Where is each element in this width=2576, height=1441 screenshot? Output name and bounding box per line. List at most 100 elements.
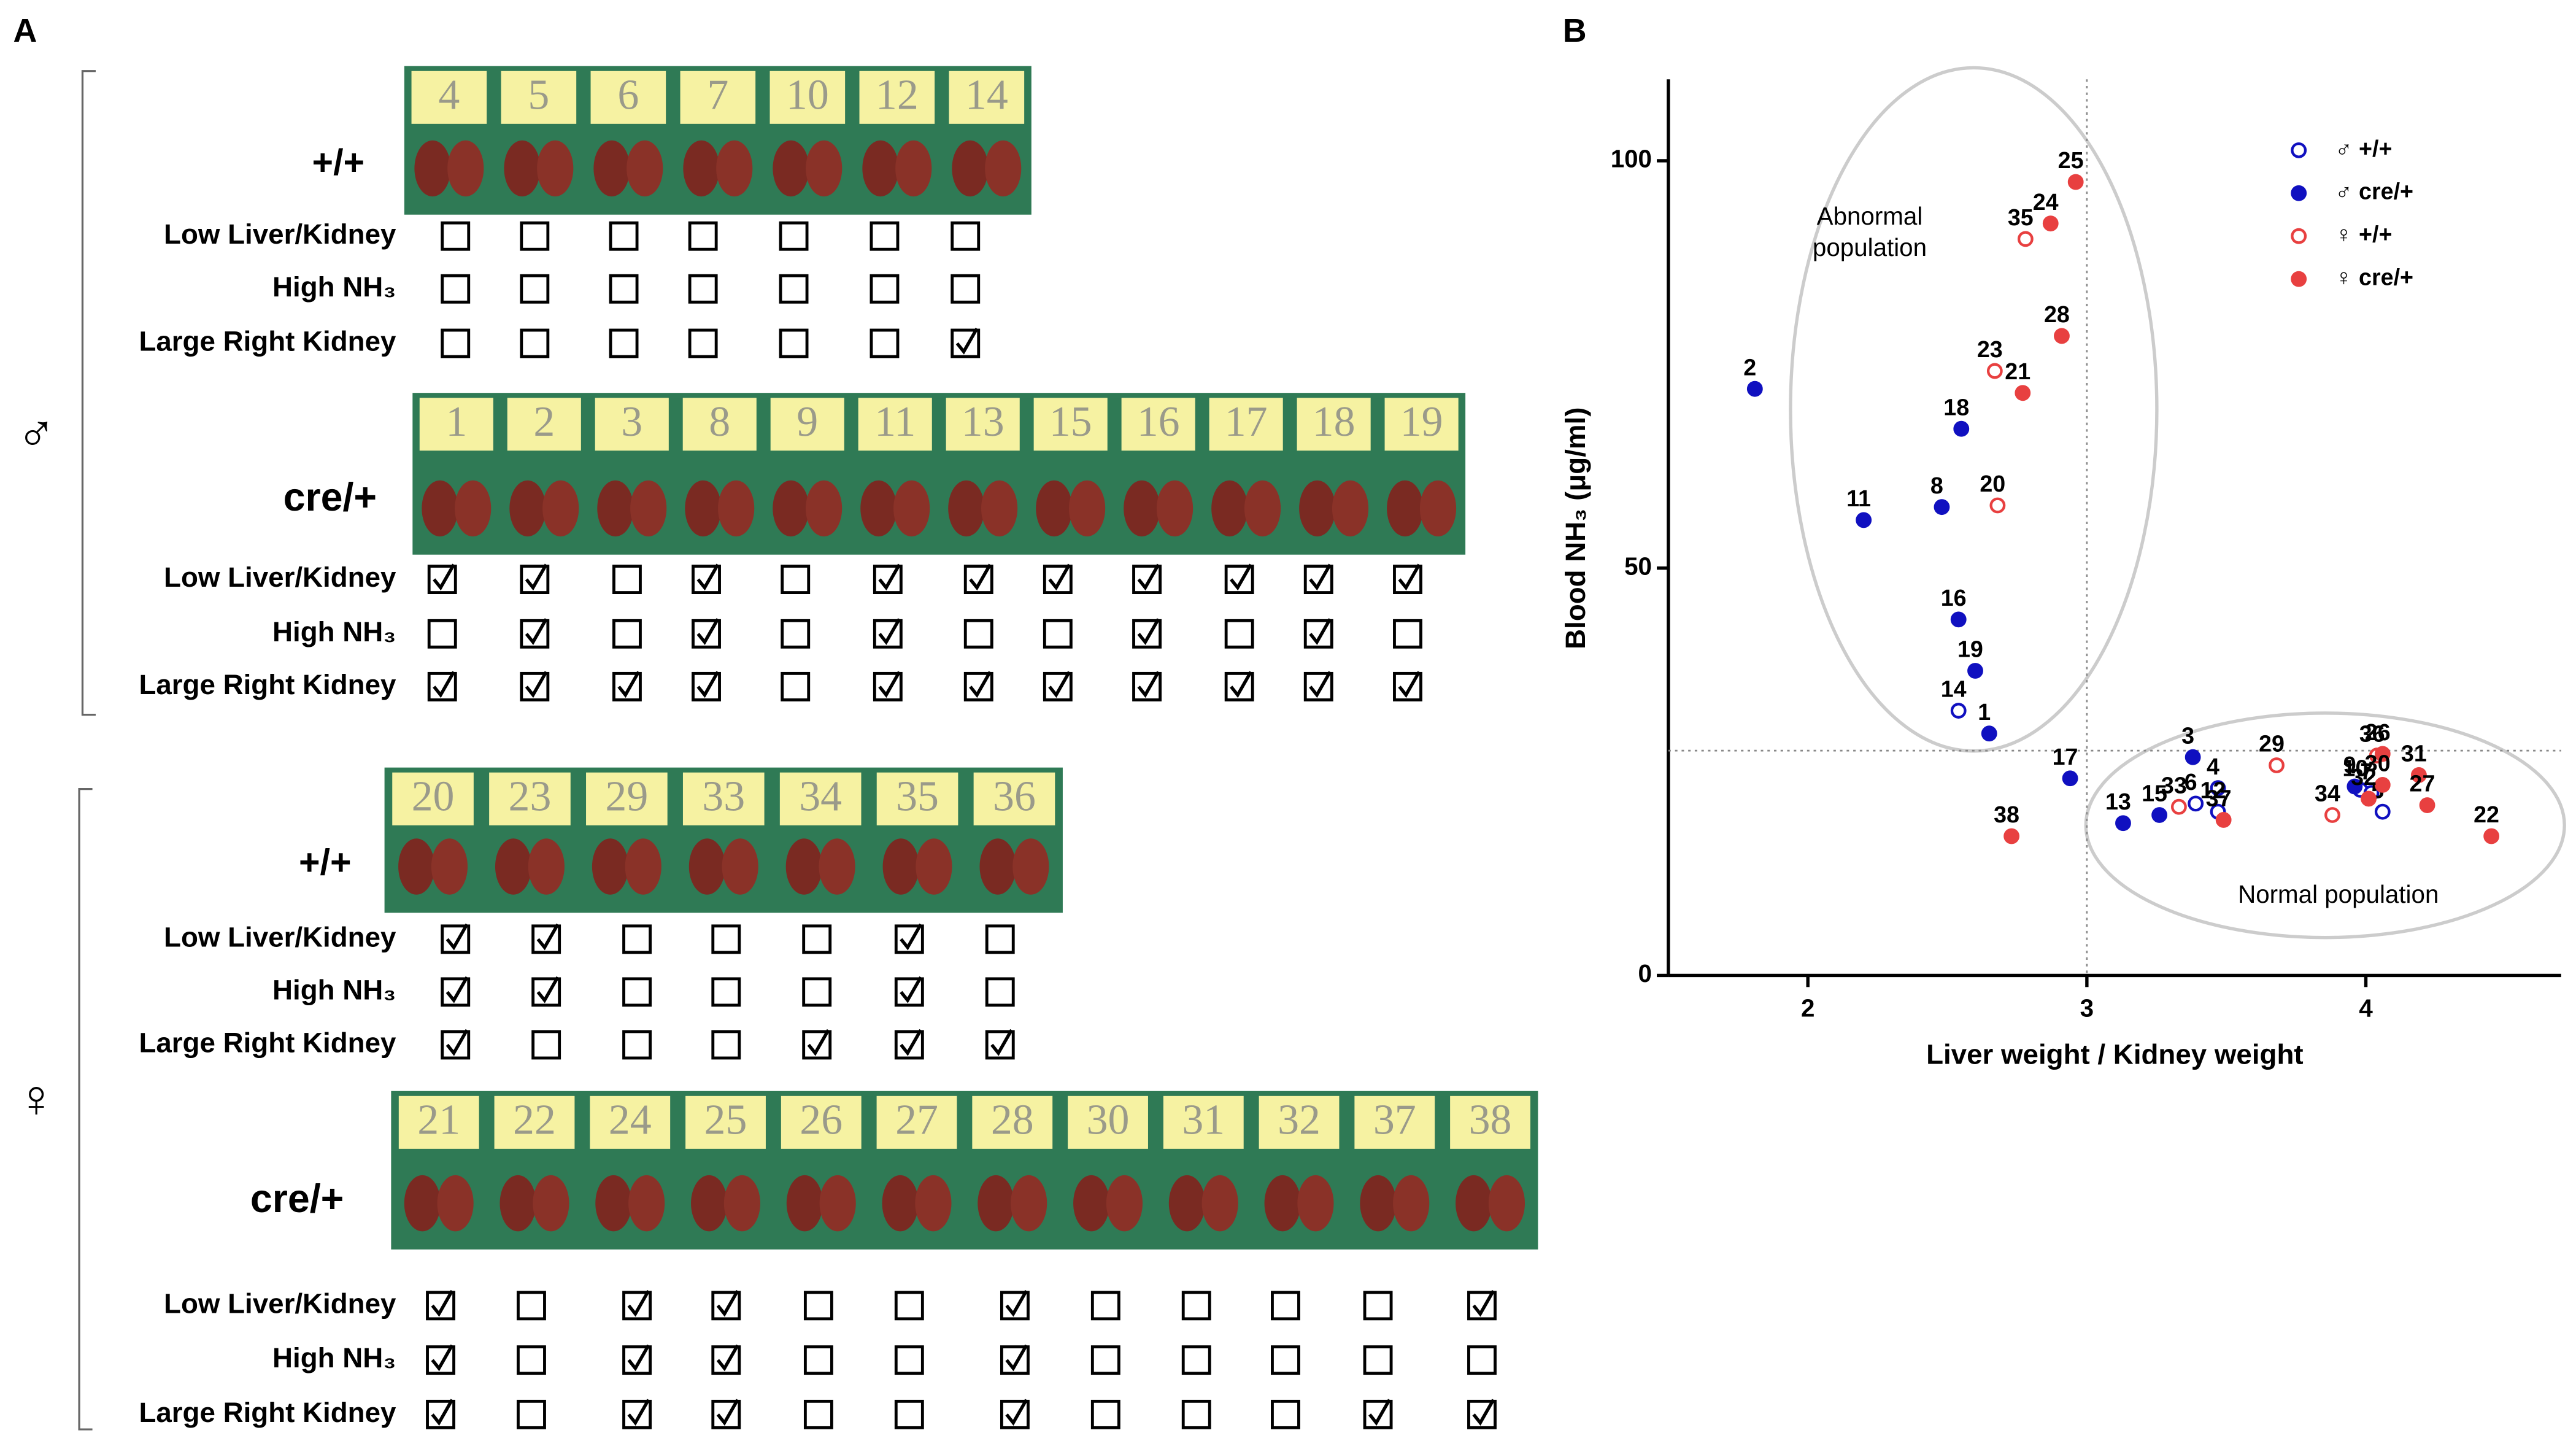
check-mark [1048, 671, 1071, 698]
checkbox-box [951, 274, 981, 304]
mouse-id: 30 [1087, 1097, 1130, 1144]
checkbox-box [609, 221, 639, 251]
checkbox-box [622, 977, 652, 1007]
kidney [819, 1175, 856, 1232]
point-label: 33 [2161, 772, 2187, 798]
checkbox [427, 563, 457, 594]
point-label: 1 [1978, 699, 1991, 725]
mouse-id: 24 [609, 1097, 652, 1144]
checkbox [1363, 1345, 1393, 1375]
point-label: 36 [2359, 721, 2385, 747]
ellipse [2084, 711, 2566, 940]
id-tag [973, 772, 1055, 825]
mouse-id: 16 [1137, 398, 1180, 446]
checkbox [1303, 618, 1333, 649]
kidney [1244, 480, 1281, 537]
legend-marker [2291, 142, 2307, 158]
checkbox [426, 1399, 455, 1429]
checkbox [781, 671, 811, 701]
point [2015, 385, 2031, 401]
check-mark [536, 923, 560, 951]
checkbox-box [802, 1030, 832, 1060]
id-tag [1068, 1095, 1148, 1149]
checkbox-box [781, 619, 811, 649]
check-mark [696, 563, 720, 591]
id-tag [1209, 398, 1283, 451]
kidney [915, 1175, 952, 1232]
point-label: 9 [2343, 752, 2356, 778]
kidney [1299, 480, 1336, 537]
check-mark [878, 563, 901, 591]
id-tag [876, 772, 958, 825]
checkbox [779, 274, 809, 304]
kidney [806, 140, 843, 197]
point [1746, 381, 1763, 397]
legend-label: ♂ +/+ [2335, 136, 2392, 161]
checkbox [1181, 1345, 1211, 1375]
checkbox-box [622, 1399, 652, 1429]
checkbox-box [894, 1345, 924, 1375]
kidney [499, 1175, 536, 1232]
checkbox [520, 328, 550, 358]
kidney [1036, 480, 1073, 537]
checkbox-box [803, 1345, 833, 1375]
x-tick-label: 2 [1801, 994, 1814, 1022]
checkbox-box [870, 274, 900, 304]
checkbox-box [441, 1030, 471, 1060]
legend-label: ♀ cre/+ [2335, 265, 2413, 290]
mouse-id: 9 [796, 398, 818, 446]
checkbox-box [531, 1030, 561, 1060]
checkbox-box [520, 619, 550, 649]
kidney [806, 480, 843, 537]
checkbox-box [894, 977, 924, 1007]
checkbox [1132, 671, 1162, 701]
point-label: 18 [1943, 394, 1969, 420]
row-label: High NH₃ [272, 271, 396, 303]
check-mark [536, 976, 560, 1003]
checkbox-box [1224, 565, 1254, 594]
checkbox-box [517, 1345, 546, 1375]
checkbox [426, 1289, 455, 1321]
point [2210, 780, 2226, 797]
check-mark [525, 618, 548, 646]
id-tag [685, 1095, 766, 1149]
id-tag [876, 1095, 957, 1149]
checkbox-box [622, 1291, 652, 1321]
checkbox [1090, 1345, 1120, 1375]
kidney [509, 480, 546, 537]
point [2003, 828, 2020, 844]
id-tag [501, 71, 577, 124]
checkbox-box [1271, 1291, 1300, 1321]
checkbox [520, 618, 550, 649]
checkbox-box [612, 565, 642, 594]
checkbox-box [781, 671, 811, 701]
checkbox [622, 1344, 652, 1375]
id-tag [1259, 1095, 1340, 1149]
checkbox-box [612, 619, 642, 649]
checkbox [622, 1399, 652, 1429]
checkbox [688, 328, 718, 358]
checkbox [531, 1030, 561, 1060]
checkbox-box [441, 977, 471, 1007]
checkbox [951, 221, 981, 251]
check-mark [617, 671, 641, 698]
id-tag [972, 1095, 1053, 1149]
checkbox-box [951, 221, 981, 251]
point-label: 35 [2008, 204, 2034, 230]
point-label: 12 [2200, 777, 2226, 803]
kidney [860, 480, 897, 537]
kidney [862, 140, 899, 197]
point [2347, 778, 2363, 795]
checkbox [1000, 1344, 1030, 1375]
id-tag [859, 71, 935, 124]
point-label: 8 [1930, 473, 1943, 498]
checkbox-box [779, 221, 809, 251]
point-label: 16 [1941, 585, 1967, 611]
point-label: 32 [2351, 764, 2377, 790]
bracket [78, 70, 96, 1431]
checkbox-box [873, 619, 903, 649]
checkbox [1224, 619, 1254, 649]
legend-label: ♀ +/+ [2335, 222, 2392, 247]
point-label: 6 [2185, 769, 2197, 795]
checkbox-box [520, 565, 550, 594]
